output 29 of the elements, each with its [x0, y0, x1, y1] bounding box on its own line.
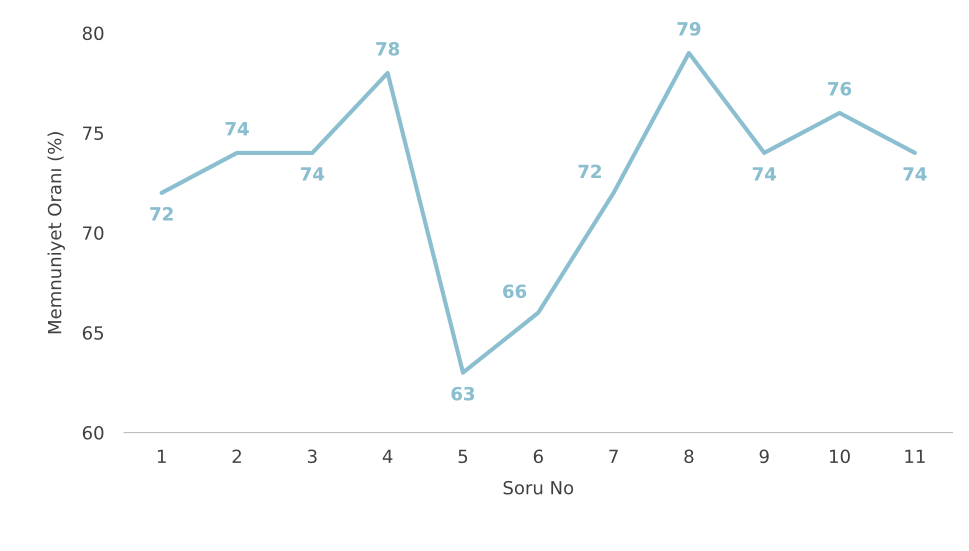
data-label: 79 — [678, 22, 700, 36]
y-tick-label: 70 — [83, 226, 104, 240]
data-label: 78 — [376, 42, 400, 56]
y-tick-label: 65 — [82, 326, 104, 340]
data-label: 74 — [752, 167, 776, 181]
x-tick-label: 8 — [684, 450, 694, 464]
data-label: 66 — [503, 284, 526, 298]
x-tick-label: 2 — [232, 450, 241, 463]
y-tick-label: 75 — [83, 126, 104, 140]
x-tick-label: 3 — [308, 450, 317, 464]
data-label: 72 — [578, 164, 601, 178]
data-label: 74 — [226, 122, 249, 136]
data-label: 76 — [828, 82, 852, 96]
data-label: 74 — [300, 167, 324, 181]
data-label: 72 — [150, 207, 173, 220]
y-axis-title: Memnuniyet Oranı (%) — [47, 132, 65, 334]
x-tick-label: 5 — [458, 450, 468, 464]
x-tick-label: 7 — [609, 450, 618, 463]
x-tick-label: 11 — [905, 450, 925, 463]
x-tick-label: 9 — [760, 450, 769, 464]
x-axis-title: Soru No — [504, 480, 574, 495]
x-tick-label: 1 — [158, 450, 166, 463]
y-tick-label: 80 — [82, 26, 104, 40]
y-tick-label: 60 — [82, 426, 104, 440]
x-tick-label: 10 — [830, 450, 850, 464]
data-label: 74 — [904, 167, 927, 181]
x-tick-label: 6 — [534, 450, 543, 464]
data-label: 63 — [452, 386, 474, 400]
x-tick-label: 4 — [382, 450, 392, 463]
